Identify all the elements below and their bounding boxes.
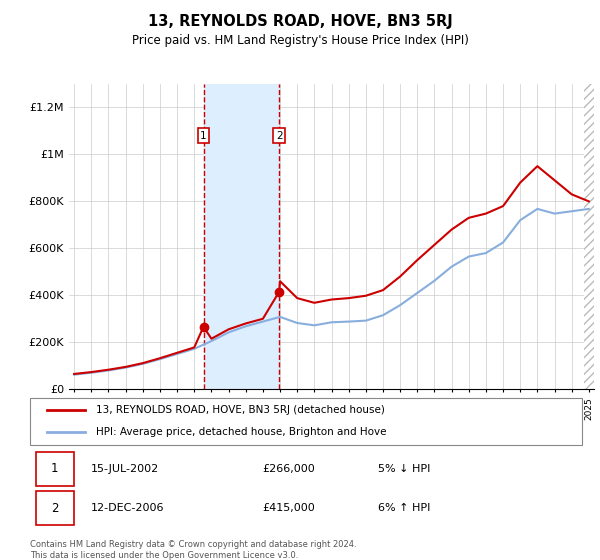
Text: £266,000: £266,000 [262,464,314,474]
Text: £415,000: £415,000 [262,503,314,513]
Text: 6% ↑ HPI: 6% ↑ HPI [378,503,430,513]
FancyBboxPatch shape [35,452,74,486]
Text: 13, REYNOLDS ROAD, HOVE, BN3 5RJ: 13, REYNOLDS ROAD, HOVE, BN3 5RJ [148,14,452,29]
Text: 15-JUL-2002: 15-JUL-2002 [91,464,159,474]
Text: 12-DEC-2006: 12-DEC-2006 [91,503,164,513]
FancyBboxPatch shape [35,492,74,525]
Text: 2: 2 [51,502,59,515]
Text: HPI: Average price, detached house, Brighton and Hove: HPI: Average price, detached house, Brig… [96,427,387,437]
FancyBboxPatch shape [30,398,582,445]
Bar [203,84,279,389]
Text: Price paid vs. HM Land Registry's House Price Index (HPI): Price paid vs. HM Land Registry's House … [131,34,469,46]
Text: 5% ↓ HPI: 5% ↓ HPI [378,464,430,474]
Text: 2: 2 [276,130,283,141]
Text: 1: 1 [200,130,207,141]
Text: 13, REYNOLDS ROAD, HOVE, BN3 5RJ (detached house): 13, REYNOLDS ROAD, HOVE, BN3 5RJ (detach… [96,405,385,416]
Text: Contains HM Land Registry data © Crown copyright and database right 2024.
This d: Contains HM Land Registry data © Crown c… [30,540,356,560]
Text: 1: 1 [51,463,59,475]
